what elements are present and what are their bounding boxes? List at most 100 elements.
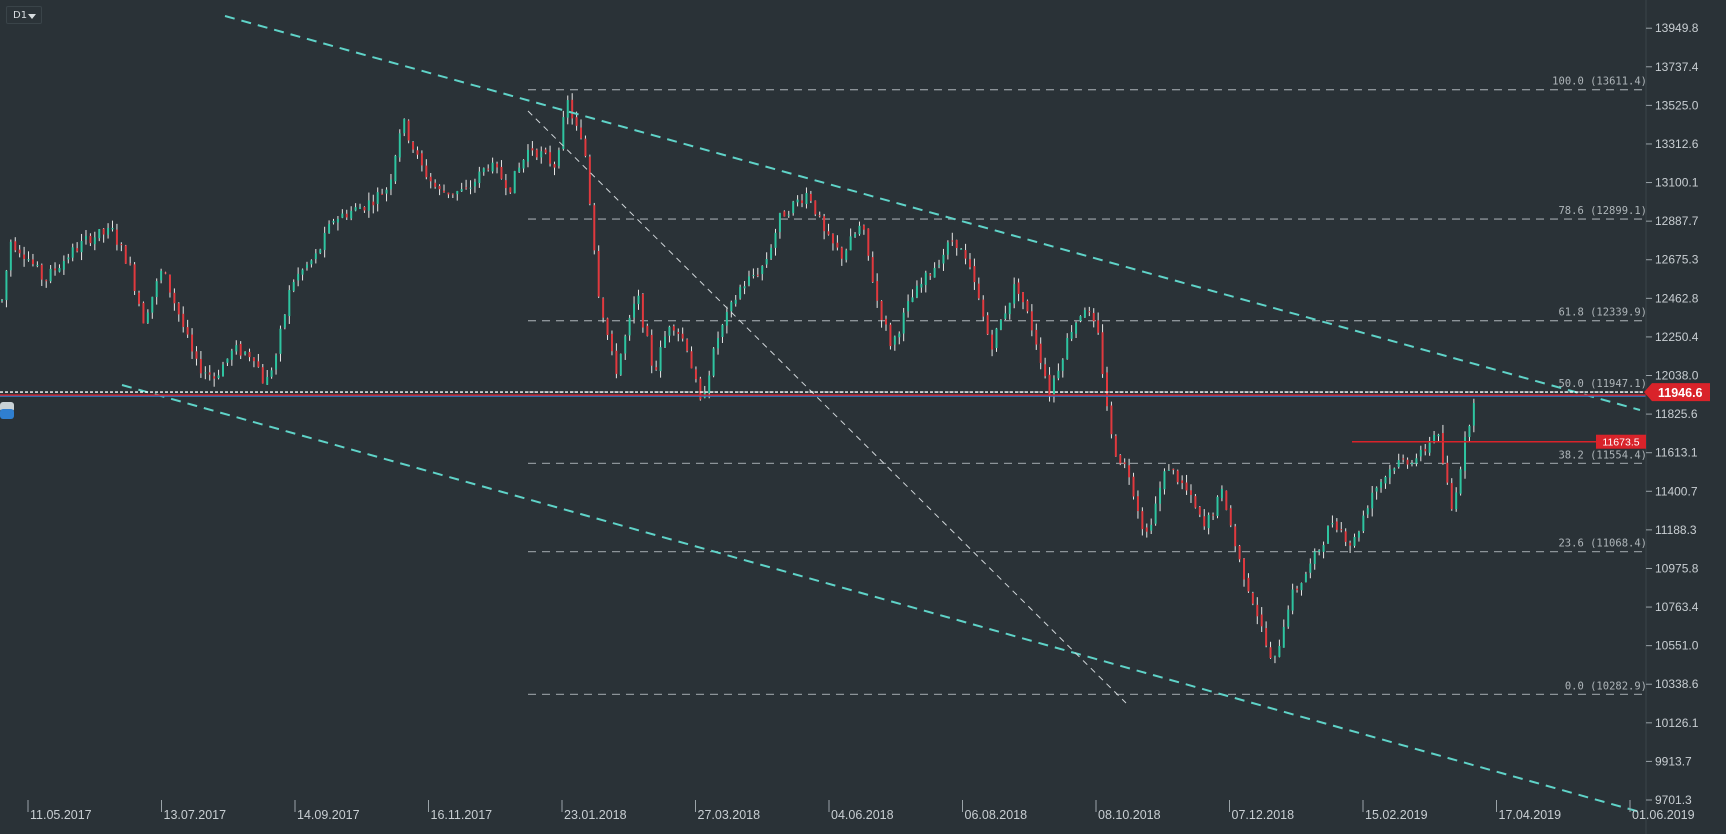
candle-body: [469, 187, 472, 189]
candle-body: [350, 210, 353, 219]
candle-body: [1309, 563, 1312, 573]
candle-body: [836, 242, 839, 248]
candle-body: [557, 150, 560, 166]
candle-body: [443, 190, 445, 193]
candle-body: [1468, 425, 1471, 437]
candle-body: [588, 156, 591, 204]
candle-body: [1278, 646, 1281, 657]
candle-body: [580, 127, 583, 139]
candle-body: [168, 274, 171, 293]
candle-body: [1380, 481, 1383, 488]
candle-body: [1052, 378, 1055, 396]
candle-body: [389, 179, 392, 190]
candle-body: [549, 152, 552, 164]
candle-body: [606, 318, 609, 336]
candle-body: [1132, 476, 1135, 497]
candle-body: [1136, 496, 1139, 512]
candle-body: [995, 328, 998, 349]
candle-body: [778, 213, 781, 232]
lower-channel-line[interactable]: [121, 384, 1641, 813]
candle-body: [615, 350, 618, 374]
current-price-label: 11946.6: [1658, 386, 1703, 400]
candle-body: [1247, 577, 1250, 592]
candle-body: [544, 149, 547, 153]
candle-body: [628, 317, 631, 336]
candle-body: [1110, 405, 1113, 435]
candle-body: [840, 247, 843, 259]
y-tick-label: 11188.3: [1655, 523, 1697, 537]
candle-body: [111, 227, 114, 230]
candle-body: [566, 100, 569, 118]
upper-channel-line[interactable]: [224, 15, 1641, 411]
candle-body: [129, 263, 132, 265]
candle-body: [473, 181, 476, 187]
candle-body: [1344, 531, 1347, 542]
candle-body: [871, 257, 874, 282]
candle-body: [319, 249, 322, 253]
candle-body: [743, 286, 746, 289]
candle-body: [1428, 441, 1431, 453]
candle-body: [9, 241, 12, 271]
candle-body: [84, 236, 87, 240]
y-tick-label: 13949.8: [1655, 21, 1699, 35]
candle-body: [14, 241, 17, 251]
candle-body: [893, 336, 896, 345]
candle-body: [968, 259, 971, 268]
candle-body: [1357, 531, 1360, 538]
candle-body: [1030, 311, 1033, 331]
candle-body: [487, 168, 490, 170]
fib-level-label: 61.8 (12339.9): [1558, 307, 1647, 319]
candle-body: [71, 247, 74, 258]
candle-body: [593, 205, 596, 251]
candle-body: [730, 302, 733, 312]
left-price-handle[interactable]: [0, 402, 14, 412]
candle-body: [1159, 487, 1162, 504]
candle-body: [1296, 588, 1299, 591]
candle-body: [792, 201, 795, 214]
left-level-handle[interactable]: [0, 409, 14, 419]
fib-trend-line[interactable]: [527, 110, 1127, 704]
candle-body: [98, 229, 101, 239]
candle-body: [496, 163, 499, 168]
candle-body: [1437, 434, 1440, 437]
trend-channel-lines: [121, 15, 1641, 813]
candle-body: [597, 250, 600, 297]
candle-body: [1176, 470, 1179, 483]
current-price-badge: [1644, 383, 1710, 402]
candle-body: [120, 244, 123, 246]
y-tick-label: 9913.7: [1655, 754, 1692, 768]
candle-body: [664, 336, 666, 348]
fib-level-label: 50.0 (11947.1): [1558, 378, 1647, 390]
candle-body: [1335, 521, 1338, 530]
candle-body: [1008, 302, 1011, 315]
candle-body: [1260, 614, 1263, 627]
candle-body: [363, 207, 366, 211]
y-tick-label: 13100.1: [1655, 176, 1699, 190]
candle-body: [248, 351, 251, 358]
candle-body: [482, 168, 485, 173]
x-tick-label: 01.06.2019: [1632, 808, 1695, 822]
candle-body: [208, 372, 211, 375]
candle-body: [633, 303, 636, 318]
x-tick-label: 14.09.2017: [297, 808, 360, 822]
candle-body: [407, 120, 410, 141]
candle-body: [1181, 480, 1184, 484]
candle-body: [1441, 433, 1444, 464]
candle-body: [1282, 626, 1285, 648]
candle-body: [907, 301, 910, 312]
candle-body: [1207, 514, 1210, 529]
candle-body: [1327, 526, 1329, 544]
horizontal-level-badge[interactable]: [1596, 434, 1646, 449]
candle-body: [690, 351, 693, 369]
candle-body: [239, 343, 242, 356]
y-tick-label: 9701.3: [1655, 793, 1692, 807]
candle-body: [960, 248, 963, 250]
candle-body: [946, 242, 949, 255]
candle-body: [270, 370, 273, 377]
timeframe-selector[interactable]: D1: [6, 6, 42, 24]
candle-body: [765, 259, 768, 265]
candle-body: [27, 259, 30, 261]
candle-body: [1384, 477, 1387, 484]
candle-body: [1079, 316, 1082, 321]
